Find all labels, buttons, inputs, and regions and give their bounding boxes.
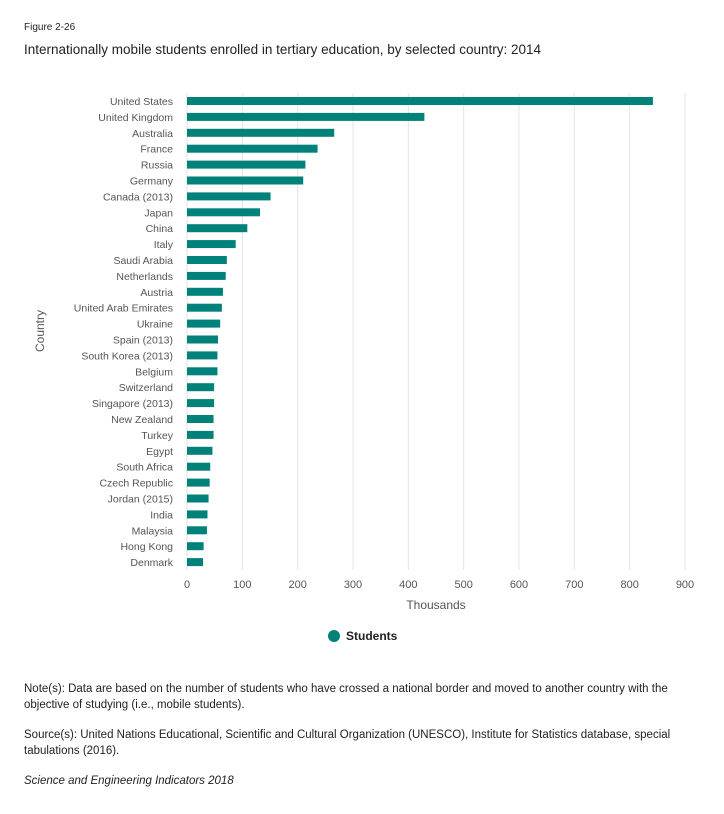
category-label: Netherlands bbox=[116, 271, 173, 283]
bar bbox=[187, 192, 271, 201]
x-tick-label: 0 bbox=[184, 579, 190, 591]
gridlines bbox=[186, 93, 686, 570]
bar bbox=[187, 176, 304, 185]
notes-section: Note(s): Data are based on the number of… bbox=[24, 681, 704, 803]
bar bbox=[187, 240, 236, 249]
bar bbox=[187, 287, 223, 296]
category-label: United Kingdom bbox=[98, 112, 173, 124]
category-label: South Africa bbox=[116, 462, 173, 474]
x-tick-label: 200 bbox=[288, 579, 306, 591]
bar-chart: United States United Kingdom Australia Fran… bbox=[33, 93, 694, 612]
bar bbox=[187, 462, 211, 471]
credit-text: Science and Engineering Indicators 2018 bbox=[24, 775, 234, 787]
category-label: Turkey bbox=[141, 430, 173, 442]
category-label: India bbox=[150, 509, 173, 521]
bar bbox=[187, 160, 306, 169]
category-label: Germany bbox=[130, 176, 174, 188]
category-label: Singapore (2013) bbox=[92, 398, 173, 410]
x-tick-label: 900 bbox=[676, 579, 694, 591]
bar bbox=[187, 383, 215, 392]
bar bbox=[187, 256, 227, 264]
bar bbox=[187, 319, 221, 328]
bar bbox=[187, 415, 214, 423]
category-label: United States bbox=[110, 96, 173, 108]
bar bbox=[187, 510, 208, 519]
figure-label: Figure 2-26 bbox=[24, 22, 76, 33]
bar bbox=[187, 526, 207, 535]
x-tick-label: 800 bbox=[620, 579, 638, 591]
category-label: Malaysia bbox=[132, 525, 174, 537]
bar bbox=[187, 144, 318, 153]
category-label: Japan bbox=[144, 207, 173, 219]
legend: Students bbox=[328, 629, 397, 643]
bar bbox=[187, 224, 248, 233]
bar bbox=[187, 478, 210, 487]
bars bbox=[187, 97, 653, 567]
category-labels: United States United Kingdom Australia Fran… bbox=[74, 96, 174, 569]
bar bbox=[187, 335, 218, 344]
category-label: Spain (2013) bbox=[113, 335, 173, 347]
category-label: Saudi Arabia bbox=[113, 255, 173, 267]
legend-swatch bbox=[328, 630, 340, 642]
bar bbox=[187, 542, 204, 551]
category-label: Canada (2013) bbox=[103, 191, 173, 203]
category-label: Jordan (2015) bbox=[108, 494, 173, 506]
category-label: Switzerland bbox=[119, 382, 173, 394]
y-axis-label: Country bbox=[33, 310, 47, 352]
bar bbox=[187, 430, 214, 439]
x-axis-label: Thousands bbox=[406, 598, 465, 612]
x-tick-label: 300 bbox=[344, 579, 362, 591]
bar bbox=[187, 446, 213, 455]
note-text: Note(s): Data are based on the number of… bbox=[24, 683, 668, 711]
legend-label: Students bbox=[346, 629, 398, 643]
x-tick-label: 600 bbox=[510, 579, 528, 591]
category-label: Czech Republic bbox=[99, 478, 173, 490]
category-label: Austria bbox=[140, 287, 173, 299]
category-label: France bbox=[140, 144, 173, 156]
bar bbox=[187, 271, 226, 280]
bar bbox=[187, 97, 653, 105]
chart-title: Internationally mobile students enrolled… bbox=[24, 42, 542, 57]
bar bbox=[187, 112, 425, 121]
bar bbox=[187, 208, 261, 217]
bar bbox=[187, 367, 218, 376]
category-label: Hong Kong bbox=[120, 541, 173, 553]
category-label: Italy bbox=[154, 239, 174, 251]
bar bbox=[187, 558, 204, 567]
source-text: Source(s): United Nations Educational, S… bbox=[24, 729, 671, 757]
category-label: Egypt bbox=[146, 446, 173, 458]
bar bbox=[187, 303, 222, 312]
x-tick-label: 100 bbox=[233, 579, 251, 591]
x-tick-label: 500 bbox=[454, 579, 472, 591]
category-label: New Zealand bbox=[111, 414, 173, 426]
category-label: Belgium bbox=[135, 366, 173, 378]
category-label: Australia bbox=[132, 128, 173, 140]
bar bbox=[187, 128, 335, 137]
x-tick-labels: 0 100 200 300 400 500 600 700 800 900 bbox=[184, 579, 694, 591]
category-label: China bbox=[146, 223, 174, 235]
category-label: Russia bbox=[141, 160, 173, 172]
bar bbox=[187, 351, 218, 360]
x-tick-label: 700 bbox=[565, 579, 583, 591]
category-label: South Korea (2013) bbox=[81, 350, 173, 362]
x-tick-label: 400 bbox=[399, 579, 417, 591]
bar bbox=[187, 494, 209, 503]
category-label: Denmark bbox=[130, 557, 173, 569]
bar bbox=[187, 399, 215, 408]
category-label: Ukraine bbox=[137, 319, 173, 331]
category-label: United Arab Emirates bbox=[74, 303, 173, 315]
